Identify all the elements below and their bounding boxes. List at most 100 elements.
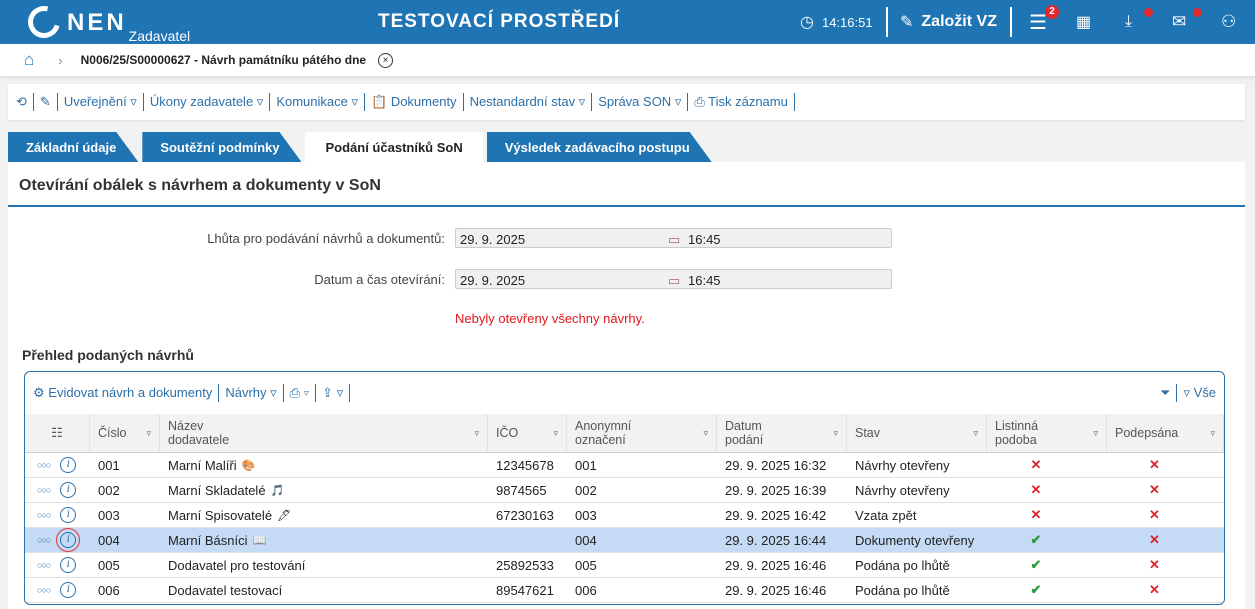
nen-logo[interactable]: NEN Zadavatel bbox=[22, 0, 190, 44]
table-cell: Marní Malíři 🎨 bbox=[160, 453, 488, 477]
more-icon[interactable]: ○○○ bbox=[37, 510, 51, 520]
filter-icon: ▿ bbox=[973, 427, 978, 438]
proposals-menu[interactable]: Návrhy ▿ bbox=[225, 385, 277, 400]
cell-ico: 12345678 bbox=[496, 457, 554, 473]
column-header[interactable]: Podepsána ▿ bbox=[1107, 414, 1224, 452]
column-header[interactable]: Stav ▿ bbox=[847, 414, 987, 452]
opening-input[interactable]: 29. 9. 2025 ▭ 16:45 bbox=[455, 269, 892, 289]
action-toolbar: ⟲ ✎ Uveřejnění ▿ Úkony zadavatele ▿ Komu… bbox=[8, 84, 1245, 120]
cell-stav: Podána po lhůtě bbox=[855, 557, 950, 573]
home-icon[interactable]: ⌂ bbox=[24, 50, 35, 69]
listinna-status-icon: ✔ bbox=[1030, 532, 1042, 547]
cell-stav: Podána po lhůtě bbox=[855, 582, 950, 598]
table-row[interactable]: ○○○ i 005 Dodavatel pro testování 25892533 00… bbox=[25, 553, 1224, 578]
notification-dot bbox=[1193, 8, 1202, 17]
filter-icon: ▿ bbox=[474, 427, 479, 438]
filter-icon[interactable]: ⏷ bbox=[1160, 385, 1171, 400]
table-row[interactable]: ○○○ i 006 Dodavatel testovací 89547621 006 29.… bbox=[25, 578, 1224, 603]
toolbar-uverejneni[interactable]: Uveřejnění ▿ bbox=[63, 94, 137, 109]
more-icon[interactable]: ○○○ bbox=[37, 560, 51, 570]
tab-vysledek[interactable]: Výsledek zadávacího postupu bbox=[487, 132, 712, 162]
add-proposal-button[interactable]: ⚙ Evidovat návrh a dokumenty bbox=[33, 385, 213, 400]
more-icon[interactable]: ○○○ bbox=[37, 460, 51, 470]
export-menu[interactable]: ⇪ ▿ bbox=[322, 385, 344, 400]
breadcrumb-title[interactable]: N006/25/S00000627 - Návrh památníku páté… bbox=[80, 53, 367, 67]
info-icon[interactable]: i bbox=[56, 528, 81, 552]
toolbar-sprava-son[interactable]: Správa SON ▿ bbox=[598, 94, 682, 109]
table-cell: ✕ bbox=[1107, 453, 1224, 477]
toolbar-nestandardni-stav[interactable]: Nestandardní stav ▿ bbox=[469, 94, 586, 109]
print-icon: ⎙ bbox=[694, 94, 705, 109]
row-actions: ○○○ i bbox=[25, 503, 90, 527]
toolbar-dokumenty[interactable]: 📋 Dokumenty bbox=[371, 94, 457, 109]
toolbar-ukony[interactable]: Úkony zadavatele ▿ bbox=[149, 94, 264, 109]
print-menu[interactable]: ⎙ ▿ bbox=[289, 385, 310, 400]
download-icon[interactable]: ⤓ bbox=[1125, 13, 1133, 30]
info-icon[interactable]: i bbox=[60, 507, 77, 523]
filter-all[interactable]: ▿ Vše bbox=[1183, 385, 1216, 400]
filter-icon: ▿ bbox=[833, 427, 838, 438]
column-header[interactable]: Datum podání ▿ bbox=[717, 414, 847, 452]
table-cell: 29. 9. 2025 16:44 bbox=[717, 528, 847, 552]
supplier-name: Marní Spisovatelé bbox=[168, 507, 273, 523]
toolbar-tisk[interactable]: ⎙ Tisk záznamu bbox=[694, 94, 788, 109]
listinna-status-icon: ✕ bbox=[1030, 507, 1042, 522]
column-header[interactable]: Název dodavatele ▿ bbox=[160, 414, 488, 452]
info-icon[interactable]: i bbox=[60, 482, 77, 498]
table-cell: ✕ bbox=[1107, 503, 1224, 527]
more-icon[interactable]: ○○○ bbox=[37, 535, 51, 545]
user-icon[interactable]: ⚇ bbox=[1221, 12, 1237, 31]
column-settings-icon[interactable]: ☷ bbox=[25, 414, 90, 452]
subsection-title: Přehled podaných návrhů bbox=[22, 347, 194, 363]
print-icon: ⎙ bbox=[289, 385, 301, 400]
tab-zakladni-udaje[interactable]: Základní údaje bbox=[8, 132, 138, 162]
calendar-icon[interactable]: ▦ bbox=[1076, 14, 1092, 31]
refresh-icon[interactable]: ⟲ bbox=[16, 94, 27, 109]
create-vz-button[interactable]: ✎ Založit VZ bbox=[900, 0, 997, 44]
table-cell: ✕ bbox=[1107, 528, 1224, 552]
table-cell: 9874565 bbox=[488, 478, 567, 502]
table-cell: 29. 9. 2025 16:32 bbox=[717, 453, 847, 477]
info-icon[interactable]: i bbox=[60, 557, 77, 573]
info-icon[interactable]: i bbox=[60, 582, 77, 598]
podepsana-status-icon: ✕ bbox=[1149, 507, 1160, 522]
close-icon[interactable]: × bbox=[378, 52, 394, 68]
table-cell: 25892533 bbox=[488, 553, 567, 577]
cell-datum: 29. 9. 2025 16:42 bbox=[725, 507, 827, 523]
filter-icon: ▿ bbox=[1210, 427, 1215, 438]
column-header[interactable]: Číslo ▿ bbox=[90, 414, 160, 452]
column-header[interactable]: Listinná podoba ▿ bbox=[987, 414, 1107, 452]
podepsana-status-icon: ✕ bbox=[1149, 457, 1160, 472]
tab-soutezni-podminky[interactable]: Soutěžní podmínky bbox=[142, 132, 301, 162]
deadline-input[interactable]: 29. 9. 2025 ▭ 16:45 bbox=[455, 228, 892, 248]
info-icon[interactable]: i bbox=[60, 457, 77, 473]
menu-icon[interactable]: ☰ bbox=[1029, 11, 1047, 34]
cell-anon: 001 bbox=[575, 457, 597, 473]
table-cell: ✕ bbox=[987, 478, 1107, 502]
breadcrumb: ⌂ › N006/25/S00000627 - Návrh památníku … bbox=[0, 44, 1255, 76]
column-header[interactable]: Anonymní označení ▿ bbox=[567, 414, 717, 452]
table-row[interactable]: ○○○ i 001 Marní Malíři 🎨 12345678 001 29. 9. 20… bbox=[25, 453, 1224, 478]
table-cell: Marní Spisovatelé 🖊 bbox=[160, 503, 488, 527]
logo-icon bbox=[22, 0, 66, 44]
table-cell: 29. 9. 2025 16:42 bbox=[717, 503, 847, 527]
more-icon[interactable]: ○○○ bbox=[37, 585, 51, 595]
tab-podani-ucastniku[interactable]: Podání účastníků SoN bbox=[305, 132, 483, 162]
listinna-status-icon: ✕ bbox=[1030, 482, 1042, 497]
environment-title: TESTOVACÍ PROSTŘEDÍ bbox=[378, 11, 621, 32]
table-row[interactable]: ○○○ i 002 Marní Skladatelé 🎵 9874565 002 29. 9.… bbox=[25, 478, 1224, 503]
table-row[interactable]: ○○○ i 004 Marní Básníci 📖 004 29. 9. 2025 16:4… bbox=[25, 528, 1224, 553]
cell-datum: 29. 9. 2025 16:44 bbox=[725, 532, 827, 548]
app-header: NEN Zadavatel TESTOVACÍ PROSTŘEDÍ ◷ 14:16… bbox=[0, 0, 1255, 44]
table-cell bbox=[488, 528, 567, 552]
cell-stav: Dokumenty otevřeny bbox=[855, 532, 975, 548]
more-icon[interactable]: ○○○ bbox=[37, 485, 51, 495]
table-cell: 003 bbox=[90, 503, 160, 527]
mail-icon[interactable]: ✉ bbox=[1172, 12, 1187, 31]
table-cell: 001 bbox=[567, 453, 717, 477]
cell-cislo: 002 bbox=[98, 482, 120, 498]
table-row[interactable]: ○○○ i 003 Marní Spisovatelé 🖊 67230163 003 29. … bbox=[25, 503, 1224, 528]
toolbar-komunikace[interactable]: Komunikace ▿ bbox=[276, 94, 358, 109]
edit-icon[interactable]: ✎ bbox=[39, 94, 51, 109]
column-header[interactable]: IČO ▿ bbox=[488, 414, 567, 452]
